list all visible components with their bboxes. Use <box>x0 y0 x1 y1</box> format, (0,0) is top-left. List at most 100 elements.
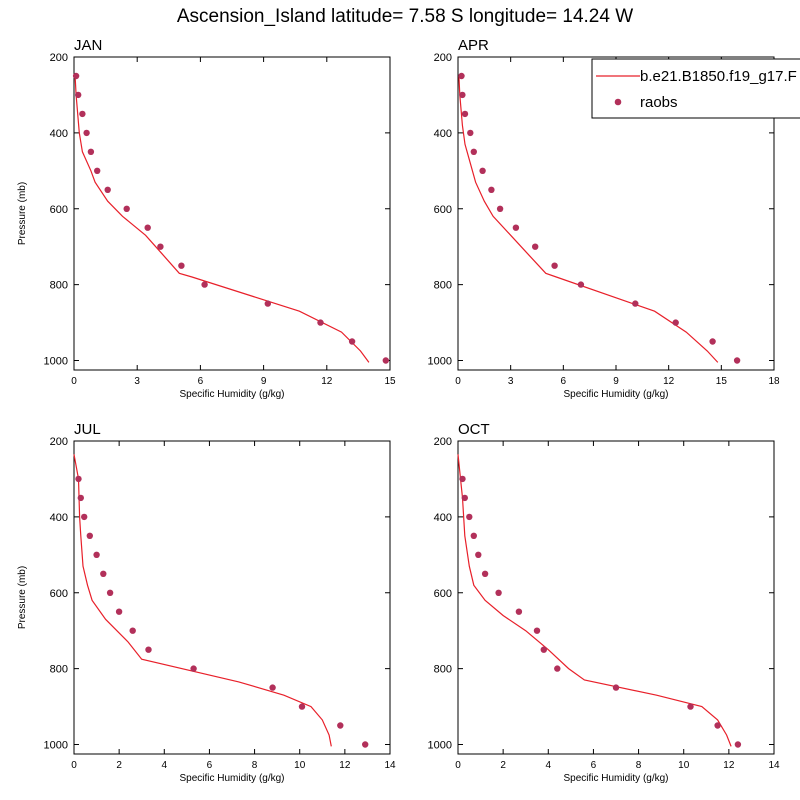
y-tick-label: 1000 <box>44 356 68 368</box>
x-tick-label: 12 <box>339 760 351 771</box>
obs-point <box>733 357 741 364</box>
obs-point <box>714 722 721 729</box>
plot-frame <box>73 56 391 371</box>
panel-title-oct: OCT <box>458 421 490 438</box>
x-axis-label: Specific Humidity (g/kg) <box>563 773 668 784</box>
plot-frame <box>73 440 391 755</box>
panel-jul: 0 2 4 6 8 10 12 14 200 400 600 800 1000 JUL Specific H… <box>17 421 396 784</box>
x-tick-label: 18 <box>768 376 780 387</box>
x-tick-label: 8 <box>636 760 642 771</box>
obs-point <box>496 205 504 212</box>
obs-point <box>382 357 389 364</box>
model-line-apr <box>458 75 719 363</box>
y-tick-label: 800 <box>50 280 68 292</box>
model-line-oct <box>457 454 732 747</box>
y-tick-label: 800 <box>434 664 452 676</box>
x-tick-label: 0 <box>71 376 77 387</box>
x-tick-label: 6 <box>207 760 213 771</box>
obs-point <box>495 589 502 596</box>
x-tick-label: 6 <box>198 376 204 387</box>
y-tick-label: 400 <box>434 128 452 140</box>
obs-point <box>540 646 547 653</box>
obs-point <box>86 532 94 539</box>
obs-point <box>467 129 474 137</box>
obs-point <box>77 494 85 502</box>
x-tick-label: 6 <box>591 760 597 771</box>
obs-point <box>533 627 541 634</box>
obs-point <box>687 703 694 710</box>
obs-point <box>362 741 369 748</box>
legend-box <box>591 58 800 119</box>
panel-title-jan: JAN <box>74 37 102 54</box>
y-tick-label: 800 <box>434 280 452 292</box>
y-tick-label: 600 <box>434 204 452 216</box>
obs-point <box>269 684 276 691</box>
x-tick-label: 8 <box>252 760 258 771</box>
y-axis-label: Pressure (mb) <box>17 182 28 245</box>
y-tick-label: 600 <box>50 204 68 216</box>
x-tick-label: 4 <box>546 760 552 771</box>
y-tick-label: 1000 <box>44 740 68 752</box>
x-tick-label: 3 <box>134 376 140 387</box>
obs-point <box>81 513 88 521</box>
obs-point <box>157 243 164 250</box>
x-tick-label: 0 <box>455 376 461 387</box>
y-tick-label: 200 <box>50 436 68 448</box>
x-tick-label: 15 <box>384 376 396 387</box>
x-tick-label: 9 <box>261 376 267 387</box>
obs-point <box>178 262 185 269</box>
obs-point <box>79 110 86 118</box>
obs-point <box>577 281 585 288</box>
obs-point <box>129 627 136 634</box>
obs-point <box>479 167 486 174</box>
x-tick-label: 6 <box>561 376 567 387</box>
x-tick-label: 14 <box>384 760 396 771</box>
obs-point <box>488 186 495 193</box>
y-tick-label: 600 <box>50 588 68 600</box>
obs-point <box>115 608 123 615</box>
obs-point <box>144 224 151 231</box>
x-axis-label: Specific Humidity (g/kg) <box>179 389 284 400</box>
obs-point <box>632 300 639 307</box>
y-tick-label: 1000 <box>428 740 452 752</box>
obs-point <box>475 551 482 558</box>
plot-frame <box>457 440 775 755</box>
x-tick-label: 3 <box>508 376 514 387</box>
obs-point <box>100 570 107 577</box>
y-tick-label: 200 <box>50 52 68 64</box>
obs-point <box>551 262 558 269</box>
obs-point <box>532 243 539 250</box>
panel-jan: 0 3 6 9 12 15 200 400 600 800 1000 JAN Specific Humi… <box>17 37 396 400</box>
obs-point <box>470 532 477 539</box>
obs-point <box>145 646 152 653</box>
obs-point <box>512 224 520 231</box>
figure-title: Ascension_Island latitude= 7.58 S longit… <box>177 6 633 27</box>
obs-point <box>337 722 344 729</box>
obs-point <box>348 338 356 345</box>
obs-point <box>72 72 80 80</box>
obs-point <box>93 551 100 558</box>
x-tick-label: 12 <box>321 376 333 387</box>
obs-point <box>672 319 679 326</box>
obs-point <box>734 741 742 748</box>
y-tick-label: 200 <box>434 436 452 448</box>
x-tick-label: 2 <box>500 760 506 771</box>
obs-point <box>106 589 114 596</box>
legend-obs-label: raobs <box>640 94 678 111</box>
y-tick-label: 400 <box>434 512 452 524</box>
x-axis-label: Specific Humidity (g/kg) <box>179 773 284 784</box>
x-tick-label: 9 <box>613 376 619 387</box>
obs-point <box>709 338 716 345</box>
panels: 0 3 6 9 12 15 200 400 600 800 1000 JAN Specific Humi… <box>17 37 780 784</box>
obs-point <box>298 703 306 710</box>
x-axis-label: Specific Humidity (g/kg) <box>563 389 668 400</box>
x-tick-label: 10 <box>294 760 306 771</box>
obs-point <box>190 665 197 672</box>
panel-title-jul: JUL <box>74 421 101 438</box>
obs-point <box>75 475 82 483</box>
y-tick-label: 400 <box>50 128 68 140</box>
y-axis-label: Pressure (mb) <box>17 566 28 629</box>
obs-point <box>104 186 111 193</box>
y-tick-label: 800 <box>50 664 68 676</box>
